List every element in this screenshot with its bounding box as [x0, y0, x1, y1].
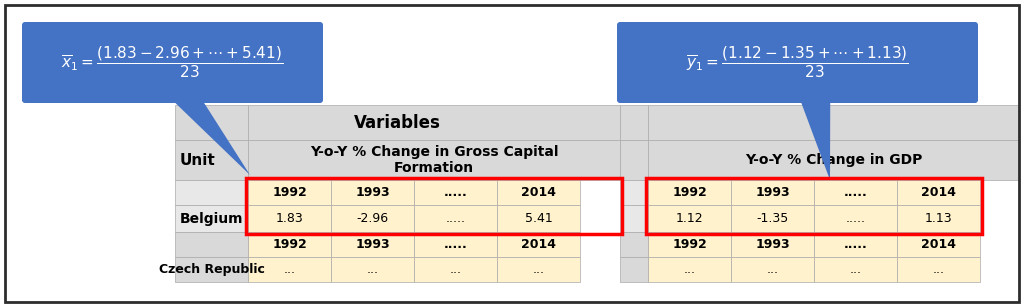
Text: .....: .....: [846, 212, 865, 225]
Text: Y-o-Y % Change in Gross Capital
Formation: Y-o-Y % Change in Gross Capital Formatio…: [309, 145, 558, 175]
FancyBboxPatch shape: [648, 232, 731, 257]
FancyBboxPatch shape: [22, 22, 323, 103]
FancyBboxPatch shape: [248, 232, 331, 257]
Text: ...: ...: [532, 263, 545, 276]
Text: -2.96: -2.96: [356, 212, 388, 225]
Text: 1992: 1992: [272, 186, 307, 199]
Text: 1992: 1992: [272, 238, 307, 251]
FancyBboxPatch shape: [648, 180, 731, 205]
FancyBboxPatch shape: [331, 180, 414, 205]
Text: ...: ...: [683, 263, 695, 276]
FancyBboxPatch shape: [248, 105, 620, 140]
Text: 5.41: 5.41: [524, 212, 552, 225]
FancyBboxPatch shape: [620, 205, 648, 232]
FancyBboxPatch shape: [617, 22, 978, 103]
FancyBboxPatch shape: [175, 105, 248, 140]
FancyBboxPatch shape: [814, 205, 897, 232]
FancyBboxPatch shape: [648, 205, 731, 232]
FancyBboxPatch shape: [175, 180, 248, 205]
FancyBboxPatch shape: [497, 180, 580, 205]
FancyBboxPatch shape: [414, 257, 497, 282]
Text: ...: ...: [850, 263, 861, 276]
Text: 2014: 2014: [521, 186, 556, 199]
Text: ...: ...: [450, 263, 462, 276]
Text: $\overline{x}_1 = \dfrac{(1.83-2.96+\cdots+5.41)}{23}$: $\overline{x}_1 = \dfrac{(1.83-2.96+\cdo…: [61, 45, 284, 80]
Text: .....: .....: [443, 186, 467, 199]
Text: 1.12: 1.12: [676, 212, 703, 225]
FancyBboxPatch shape: [648, 105, 1019, 140]
FancyBboxPatch shape: [620, 232, 648, 257]
FancyBboxPatch shape: [648, 140, 1019, 180]
FancyBboxPatch shape: [897, 205, 980, 232]
FancyBboxPatch shape: [620, 140, 648, 180]
Text: Czech Republic: Czech Republic: [159, 263, 264, 276]
FancyBboxPatch shape: [497, 205, 580, 232]
Polygon shape: [800, 100, 830, 180]
Text: 2014: 2014: [921, 238, 956, 251]
Text: 2014: 2014: [921, 186, 956, 199]
Text: 1.83: 1.83: [275, 212, 303, 225]
FancyBboxPatch shape: [731, 205, 814, 232]
FancyBboxPatch shape: [175, 232, 248, 257]
Text: ...: ...: [284, 263, 296, 276]
FancyBboxPatch shape: [648, 257, 731, 282]
Text: 1993: 1993: [355, 238, 390, 251]
Polygon shape: [172, 100, 250, 175]
Text: Variables: Variables: [354, 114, 441, 131]
Text: 1993: 1993: [755, 238, 790, 251]
Text: Y-o-Y % Change in GDP: Y-o-Y % Change in GDP: [744, 153, 923, 167]
FancyBboxPatch shape: [331, 205, 414, 232]
FancyBboxPatch shape: [731, 257, 814, 282]
FancyBboxPatch shape: [620, 105, 648, 140]
FancyBboxPatch shape: [414, 232, 497, 257]
FancyBboxPatch shape: [897, 180, 980, 205]
Text: Belgium: Belgium: [180, 212, 244, 226]
FancyBboxPatch shape: [248, 180, 331, 205]
Text: 1992: 1992: [672, 238, 707, 251]
FancyBboxPatch shape: [175, 257, 248, 282]
Text: .....: .....: [443, 238, 467, 251]
FancyBboxPatch shape: [248, 205, 331, 232]
FancyBboxPatch shape: [814, 257, 897, 282]
Text: 1992: 1992: [672, 186, 707, 199]
FancyBboxPatch shape: [620, 180, 648, 205]
Text: ...: ...: [933, 263, 944, 276]
Text: 1.13: 1.13: [925, 212, 952, 225]
FancyBboxPatch shape: [331, 257, 414, 282]
FancyBboxPatch shape: [814, 232, 897, 257]
Text: .....: .....: [445, 212, 466, 225]
FancyBboxPatch shape: [897, 232, 980, 257]
Text: 1993: 1993: [755, 186, 790, 199]
FancyBboxPatch shape: [175, 205, 248, 232]
Text: .....: .....: [844, 186, 867, 199]
FancyBboxPatch shape: [620, 257, 648, 282]
Text: ...: ...: [767, 263, 778, 276]
FancyBboxPatch shape: [414, 180, 497, 205]
FancyBboxPatch shape: [497, 232, 580, 257]
Text: $\overline{y}_1 = \dfrac{(1.12-1.35+\cdots+1.13)}{23}$: $\overline{y}_1 = \dfrac{(1.12-1.35+\cdo…: [686, 45, 909, 80]
FancyBboxPatch shape: [414, 205, 497, 232]
FancyBboxPatch shape: [331, 232, 414, 257]
Text: .....: .....: [844, 238, 867, 251]
FancyBboxPatch shape: [814, 180, 897, 205]
FancyBboxPatch shape: [731, 180, 814, 205]
FancyBboxPatch shape: [175, 140, 248, 180]
Text: 1993: 1993: [355, 186, 390, 199]
FancyBboxPatch shape: [731, 232, 814, 257]
FancyBboxPatch shape: [248, 140, 620, 180]
FancyBboxPatch shape: [497, 257, 580, 282]
FancyBboxPatch shape: [248, 257, 331, 282]
Text: -1.35: -1.35: [757, 212, 788, 225]
Text: 2014: 2014: [521, 238, 556, 251]
Text: Unit: Unit: [180, 153, 216, 168]
FancyBboxPatch shape: [897, 257, 980, 282]
Text: ...: ...: [367, 263, 379, 276]
